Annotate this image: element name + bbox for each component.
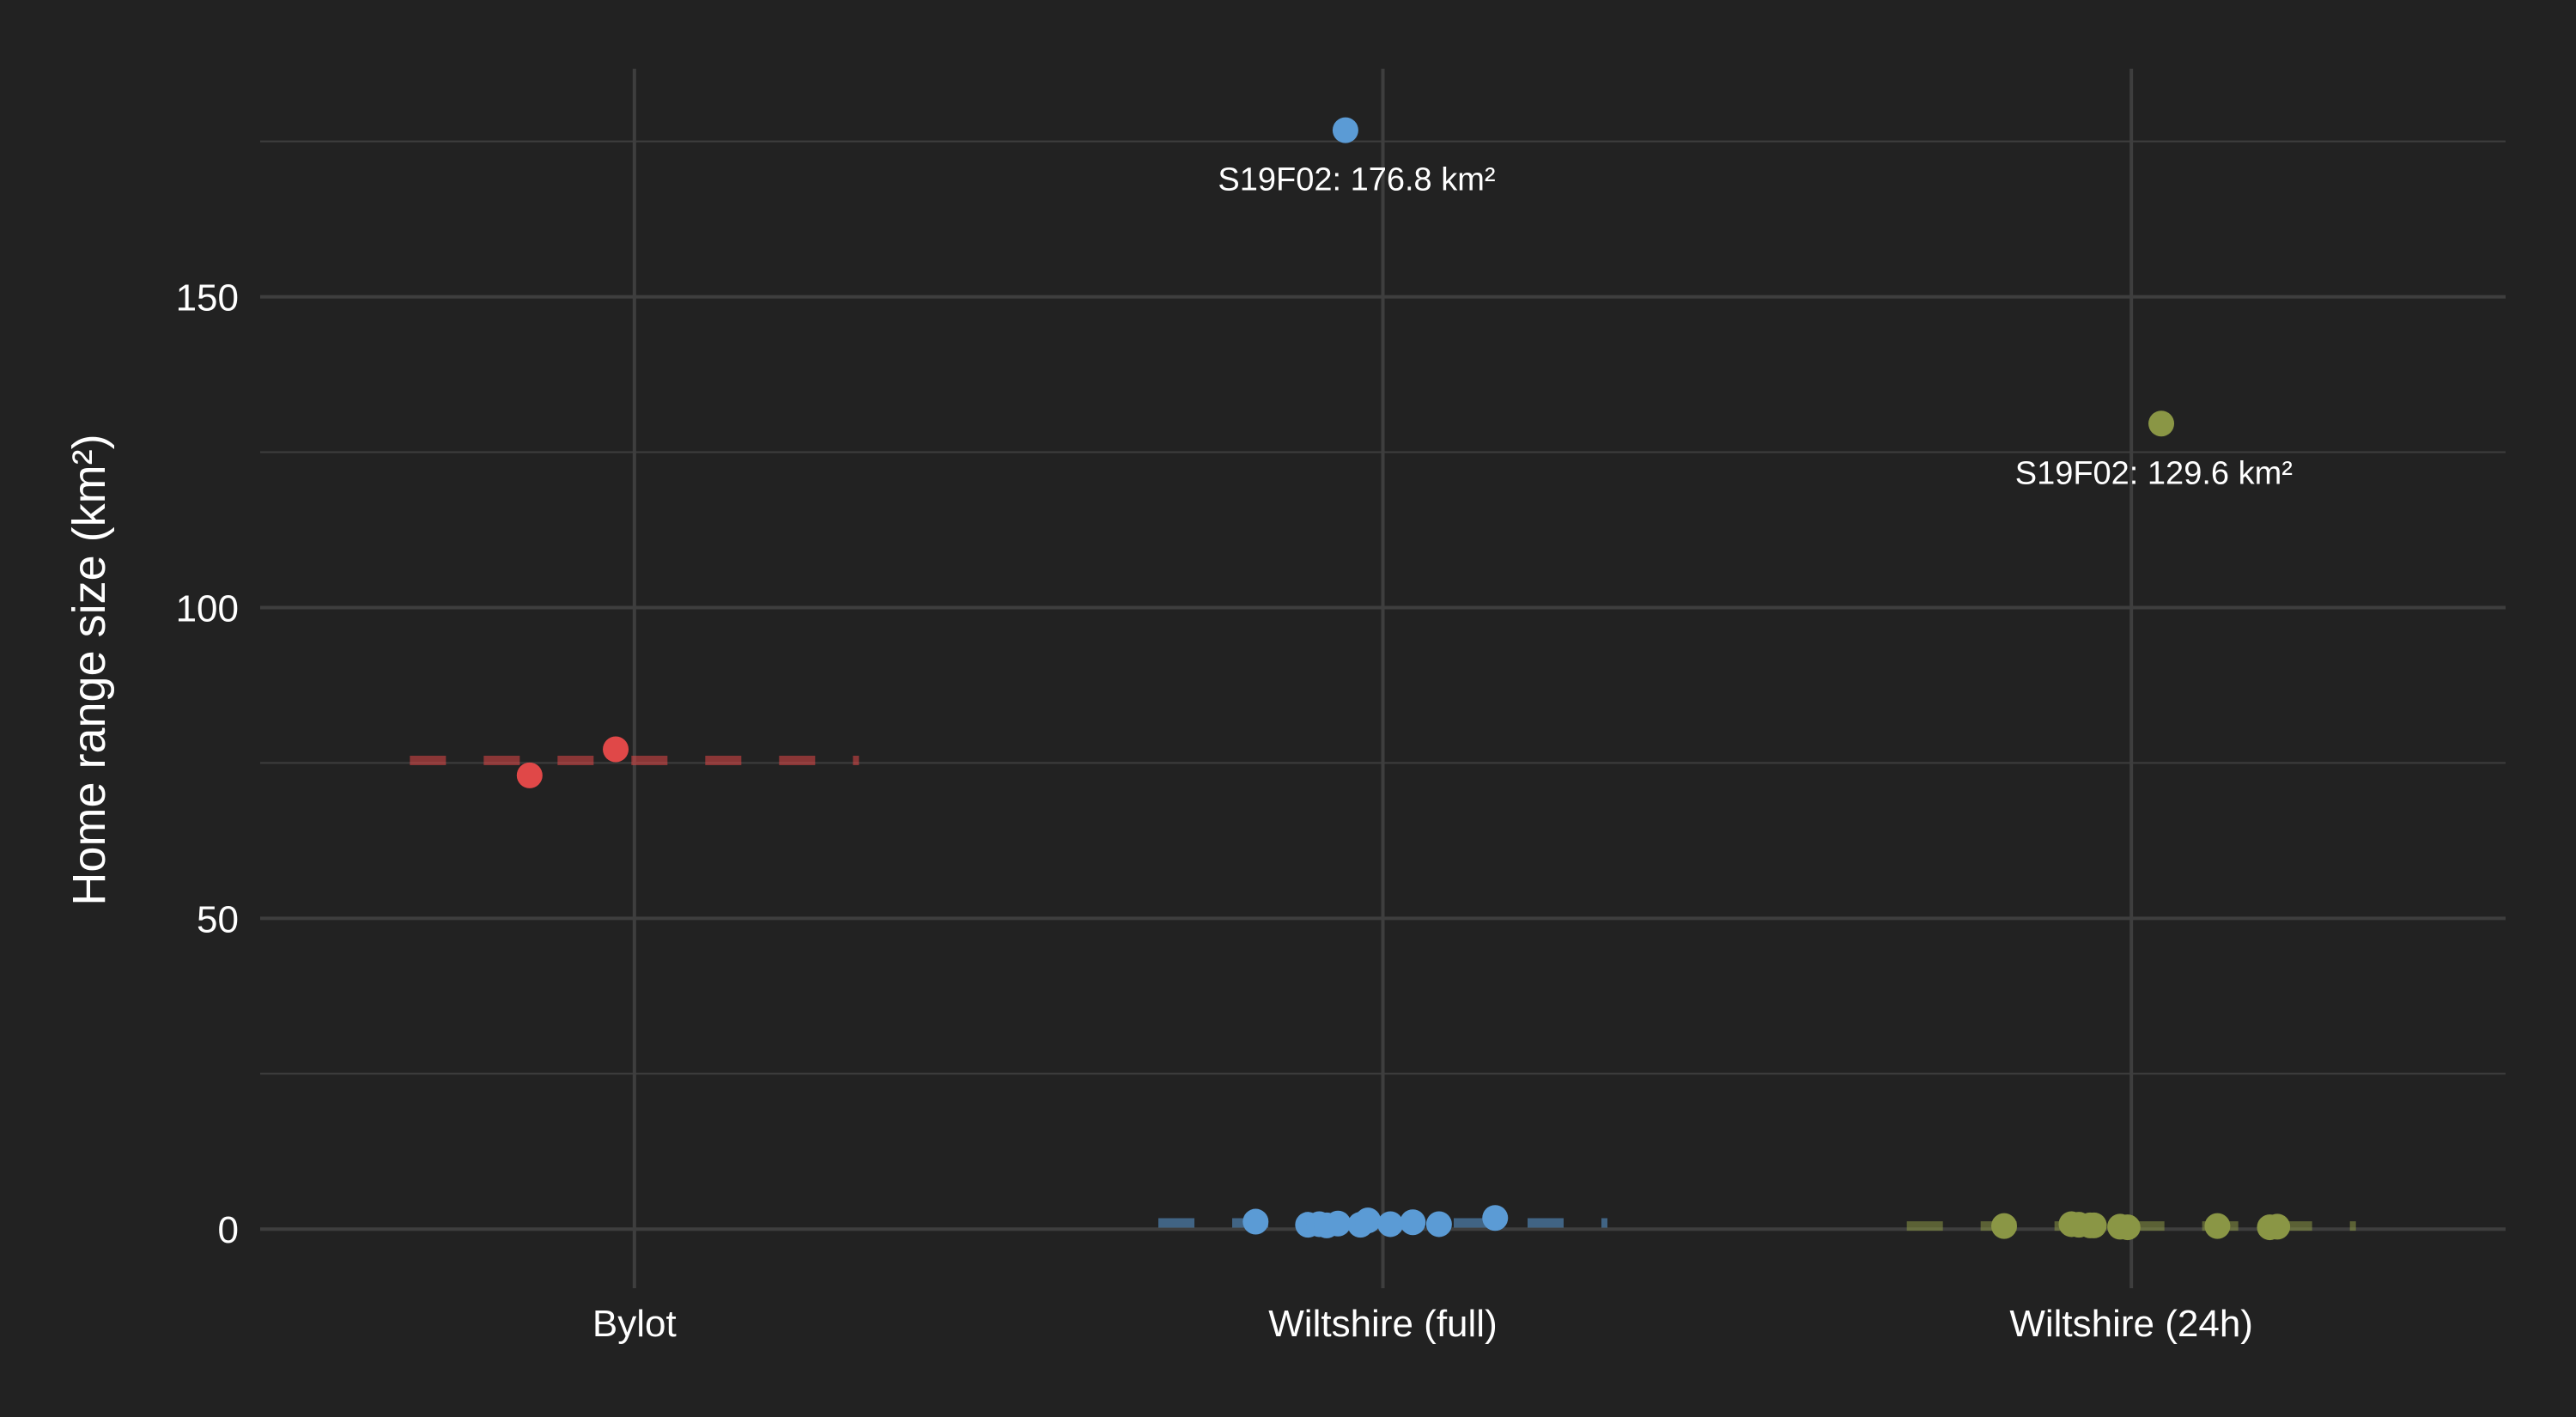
data-point	[2114, 1214, 2141, 1241]
annotations: S19F02: 176.8 km² S19F02: 129.6 km²	[1218, 162, 2292, 492]
y-tick-label: 150	[176, 277, 239, 319]
y-tick-label: 0	[218, 1209, 239, 1251]
data-point	[516, 762, 543, 788]
x-tick-label: Bylot	[592, 1303, 677, 1345]
data-point	[1482, 1205, 1509, 1232]
data-point	[1400, 1209, 1426, 1236]
y-tick-label: 50	[197, 898, 239, 940]
annotation-label: S19F02: 129.6 km²	[2015, 455, 2293, 491]
data-point	[1242, 1208, 1269, 1235]
data-point	[1355, 1207, 1382, 1234]
data-point	[1325, 1210, 1352, 1237]
data-point	[2204, 1213, 2231, 1239]
data-point	[1425, 1211, 1452, 1238]
y-tick-label: 100	[176, 587, 239, 629]
data-point	[603, 736, 629, 763]
data-point	[2148, 411, 2175, 437]
data-point	[2081, 1212, 2107, 1238]
data-points	[516, 117, 2291, 1241]
data-point	[1332, 117, 1358, 143]
x-axis-ticks: Bylot Wiltshire (full) Wiltshire (24h)	[592, 1303, 2253, 1345]
x-tick-label: Wiltshire (full)	[1268, 1303, 1497, 1345]
y-axis-label: Home range size (km²)	[64, 434, 115, 905]
data-point	[2264, 1213, 2291, 1240]
data-point	[1377, 1211, 1404, 1238]
y-axis-ticks: 0 50 100 150	[176, 277, 239, 1252]
data-point	[1990, 1213, 2017, 1239]
annotation-label: S19F02: 176.8 km²	[1218, 162, 1495, 198]
x-tick-label: Wiltshire (24h)	[2009, 1303, 2253, 1345]
x-gridlines	[632, 69, 2134, 1288]
